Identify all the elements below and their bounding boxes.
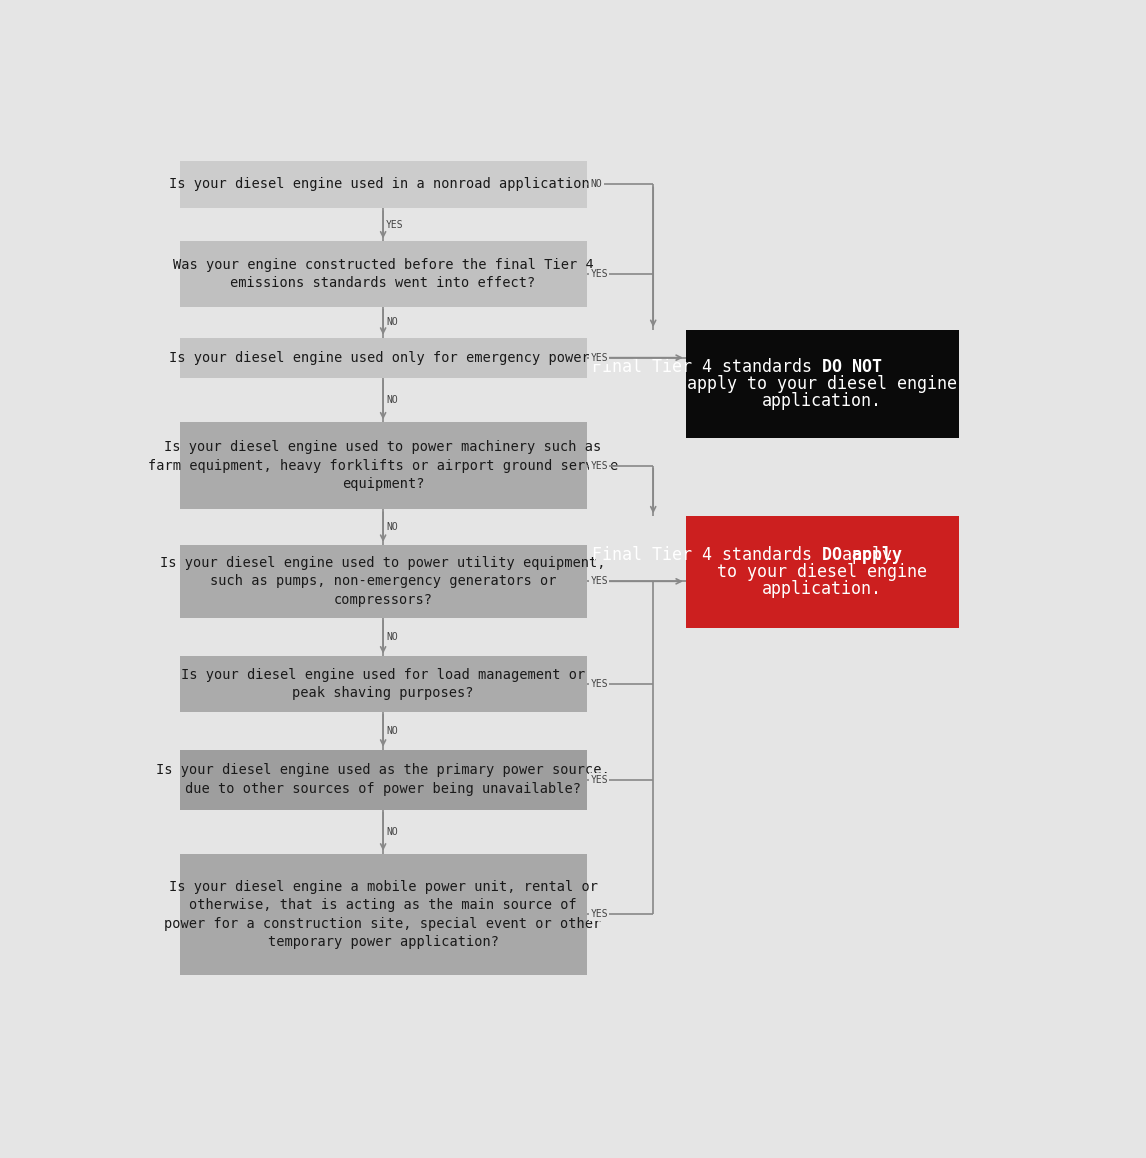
Bar bbox=[180, 423, 587, 510]
Bar bbox=[180, 544, 587, 618]
Text: NO: NO bbox=[386, 726, 398, 735]
Text: DO NOT: DO NOT bbox=[822, 358, 882, 376]
Text: NO: NO bbox=[386, 632, 398, 643]
Text: NO: NO bbox=[386, 827, 398, 836]
Text: apply: apply bbox=[822, 547, 892, 564]
Text: apply to your diesel engine: apply to your diesel engine bbox=[688, 375, 957, 393]
Bar bbox=[685, 330, 958, 438]
Text: Is your diesel engine a mobile power unit, rental or
otherwise, that is acting a: Is your diesel engine a mobile power uni… bbox=[165, 880, 602, 948]
Bar bbox=[180, 161, 587, 208]
Text: Is your diesel engine used only for emergency power?: Is your diesel engine used only for emer… bbox=[168, 351, 597, 365]
Text: NO: NO bbox=[386, 395, 398, 405]
Text: NO: NO bbox=[386, 317, 398, 328]
Text: Final Tier 4 standards: Final Tier 4 standards bbox=[592, 358, 822, 376]
Text: YES: YES bbox=[590, 679, 609, 689]
Text: Is your diesel engine used to power utility equipment,
such as pumps, non-emerge: Is your diesel engine used to power util… bbox=[160, 556, 606, 607]
Bar bbox=[180, 657, 587, 712]
Text: Is your diesel engine used for load management or
peak shaving purposes?: Is your diesel engine used for load mana… bbox=[181, 668, 586, 701]
Text: NO: NO bbox=[386, 522, 398, 532]
Text: YES: YES bbox=[590, 577, 609, 586]
Text: Is your diesel engine used in a nonroad application?: Is your diesel engine used in a nonroad … bbox=[168, 177, 597, 191]
Text: Is your diesel engine used as the primary power source,
due to other sources of : Is your diesel engine used as the primar… bbox=[156, 763, 610, 796]
Bar bbox=[685, 516, 958, 628]
Text: Was your engine constructed before the final Tier 4
emissions standards went int: Was your engine constructed before the f… bbox=[173, 258, 594, 291]
Text: DO apply: DO apply bbox=[822, 547, 902, 564]
Bar bbox=[180, 338, 587, 378]
Text: NO: NO bbox=[590, 179, 602, 190]
Bar bbox=[180, 749, 587, 809]
Text: YES: YES bbox=[590, 269, 609, 279]
Text: YES: YES bbox=[590, 353, 609, 362]
Text: application.: application. bbox=[762, 391, 882, 410]
Bar bbox=[180, 853, 587, 975]
Text: Is your diesel engine used to power machinery such as
farm equipment, heavy fork: Is your diesel engine used to power mach… bbox=[148, 440, 618, 491]
Bar bbox=[180, 241, 587, 307]
Text: YES: YES bbox=[590, 461, 609, 471]
Text: to your diesel engine: to your diesel engine bbox=[717, 563, 927, 581]
Text: YES: YES bbox=[590, 775, 609, 785]
Text: application.: application. bbox=[762, 580, 882, 598]
Text: YES: YES bbox=[386, 220, 403, 229]
Text: Final Tier 4 standards: Final Tier 4 standards bbox=[592, 547, 822, 564]
Text: YES: YES bbox=[590, 909, 609, 919]
